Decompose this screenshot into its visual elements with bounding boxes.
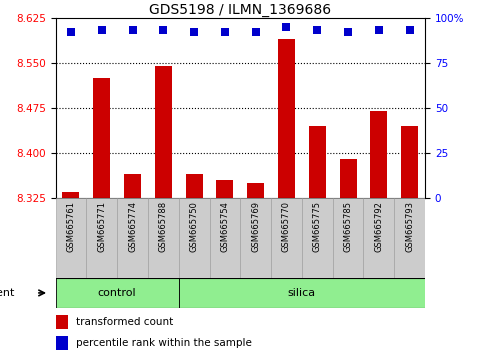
Bar (364, 198, 394, 278)
Bar (309, 126, 326, 198)
Bar (394, 198, 425, 278)
Bar (247, 183, 264, 198)
Bar (56, 278, 179, 308)
Text: GSM665774: GSM665774 (128, 201, 137, 252)
Point (283, 24, 290, 29)
Text: GSM665769: GSM665769 (251, 201, 260, 252)
Bar (124, 174, 141, 198)
Point (98, 28, 106, 33)
Text: GSM665793: GSM665793 (405, 201, 414, 252)
Point (344, 29, 352, 35)
Bar (56, 198, 86, 278)
Text: GSM665788: GSM665788 (159, 201, 168, 252)
Bar (56, 336, 69, 350)
Title: GDS5198 / ILMN_1369686: GDS5198 / ILMN_1369686 (149, 3, 331, 17)
Point (406, 28, 413, 33)
Bar (370, 111, 387, 198)
Bar (117, 198, 148, 278)
Bar (179, 198, 210, 278)
Bar (278, 39, 295, 198)
Text: GSM665754: GSM665754 (220, 201, 229, 251)
Bar (333, 198, 364, 278)
Bar (216, 180, 233, 198)
Bar (340, 159, 356, 198)
Point (221, 29, 229, 35)
Bar (302, 198, 333, 278)
Text: agent: agent (0, 288, 14, 298)
Bar (148, 198, 179, 278)
Point (313, 28, 321, 33)
Point (67, 29, 75, 35)
Bar (185, 174, 202, 198)
Bar (401, 126, 418, 198)
Text: GSM665750: GSM665750 (190, 201, 199, 251)
Text: GSM665770: GSM665770 (282, 201, 291, 252)
Bar (179, 278, 425, 308)
Point (252, 29, 259, 35)
Bar (62, 192, 79, 198)
Bar (210, 198, 240, 278)
Text: GSM665771: GSM665771 (97, 201, 106, 252)
Text: GSM665761: GSM665761 (67, 201, 75, 252)
Text: GSM665785: GSM665785 (343, 201, 353, 252)
Point (375, 28, 383, 33)
Text: GSM665775: GSM665775 (313, 201, 322, 252)
Point (128, 28, 136, 33)
Text: GSM665792: GSM665792 (374, 201, 384, 251)
Point (190, 29, 198, 35)
Point (159, 28, 167, 33)
Bar (56, 315, 69, 329)
Bar (271, 198, 302, 278)
Bar (93, 78, 110, 198)
Bar (86, 198, 117, 278)
Text: transformed count: transformed count (76, 317, 173, 327)
Text: percentile rank within the sample: percentile rank within the sample (76, 338, 252, 348)
Bar (240, 198, 271, 278)
Text: control: control (98, 288, 136, 298)
Text: silica: silica (288, 288, 316, 298)
Bar (155, 66, 172, 198)
